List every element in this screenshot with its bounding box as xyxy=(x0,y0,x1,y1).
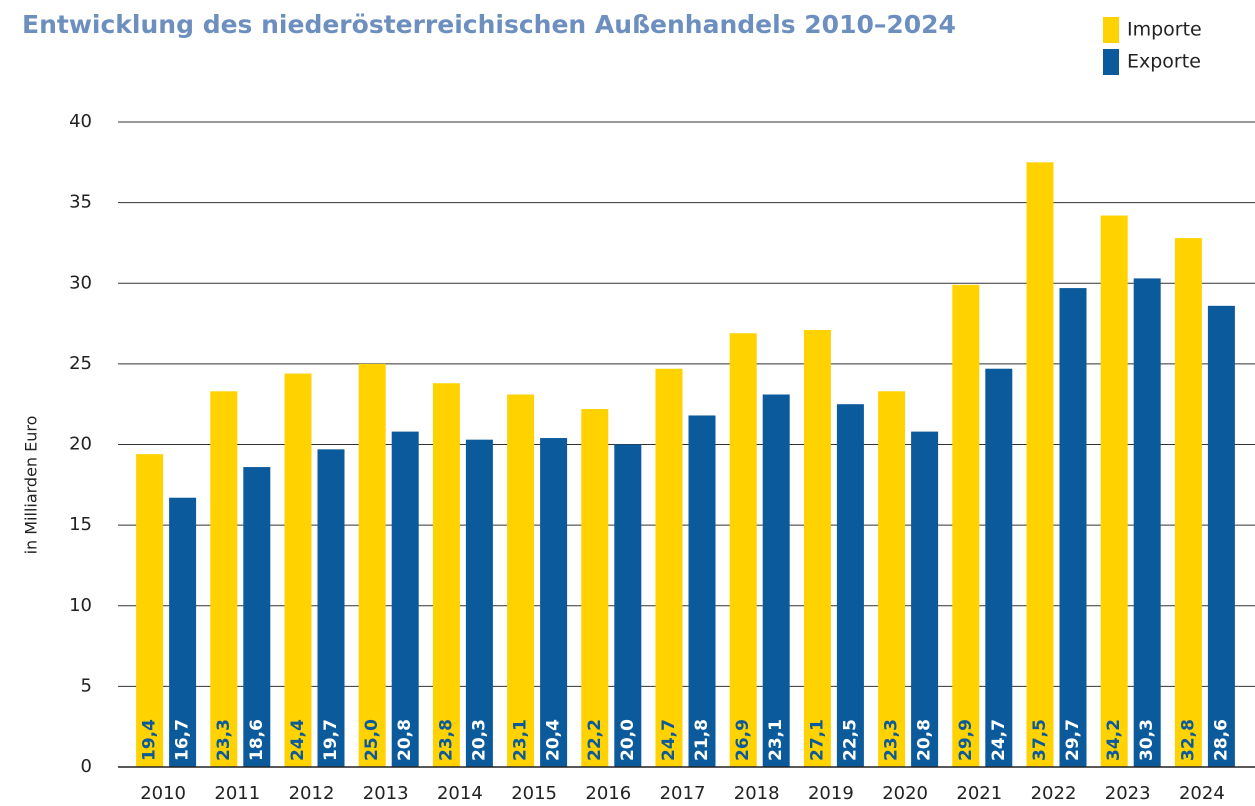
x-tick-label: 2020 xyxy=(882,783,928,804)
value-label: 20,8 xyxy=(915,719,935,761)
bar xyxy=(581,409,609,767)
bar xyxy=(614,444,642,767)
value-label: 23,3 xyxy=(882,719,902,761)
y-tick-label: 10 xyxy=(69,595,92,616)
legend-label: Exporte xyxy=(1127,51,1201,73)
x-tick-label: 2016 xyxy=(585,783,631,804)
bar xyxy=(358,363,386,767)
value-label: 21,8 xyxy=(692,719,712,761)
y-tick-label: 5 xyxy=(81,675,92,696)
value-label: 16,7 xyxy=(173,719,193,761)
y-tick-label: 0 xyxy=(81,756,92,777)
value-label: 23,8 xyxy=(436,719,456,761)
y-tick-label: 35 xyxy=(69,192,92,213)
bar xyxy=(540,438,568,767)
bar xyxy=(911,431,939,767)
value-label: 32,8 xyxy=(1178,719,1198,761)
x-tick-label: 2012 xyxy=(289,783,335,804)
bar xyxy=(136,454,164,767)
bar xyxy=(1100,215,1128,767)
bar xyxy=(836,404,864,767)
value-label: 23,1 xyxy=(766,719,786,761)
value-label: 24,4 xyxy=(288,719,308,761)
value-label: 30,3 xyxy=(1137,719,1157,761)
value-label: 22,5 xyxy=(840,719,860,761)
x-tick-label: 2010 xyxy=(140,783,186,804)
value-label: 18,6 xyxy=(247,719,267,761)
bar xyxy=(465,439,493,767)
bar xyxy=(1026,162,1054,767)
value-label: 23,3 xyxy=(214,719,234,761)
bar xyxy=(762,394,790,767)
bar xyxy=(878,391,906,767)
bar xyxy=(317,449,345,767)
bar xyxy=(985,368,1013,767)
value-label: 29,9 xyxy=(956,719,976,761)
bar xyxy=(284,373,312,767)
value-label: 25,0 xyxy=(362,719,382,761)
value-label: 20,0 xyxy=(618,719,638,761)
bar xyxy=(655,368,683,767)
chart-title: Entwicklung des niederösterreichischen A… xyxy=(22,10,956,39)
value-label: 20,8 xyxy=(395,719,415,761)
bar xyxy=(803,330,831,767)
bar xyxy=(391,431,419,767)
value-label: 28,6 xyxy=(1211,719,1231,761)
x-tick-label: 2017 xyxy=(660,783,706,804)
y-tick-label: 20 xyxy=(69,434,92,455)
value-label: 19,7 xyxy=(321,719,341,761)
y-tick-label: 40 xyxy=(69,111,92,132)
value-label: 27,1 xyxy=(807,719,827,761)
value-label: 22,2 xyxy=(585,719,605,761)
x-tick-label: 2023 xyxy=(1105,783,1151,804)
value-label: 19,4 xyxy=(140,719,160,761)
value-label: 24,7 xyxy=(659,719,679,761)
x-tick-label: 2024 xyxy=(1179,783,1225,804)
bar xyxy=(432,383,460,767)
bar xyxy=(210,391,238,767)
x-tick-label: 2018 xyxy=(734,783,780,804)
value-label: 34,2 xyxy=(1104,719,1124,761)
y-tick-label: 30 xyxy=(69,272,92,293)
x-tick-label: 2022 xyxy=(1031,783,1077,804)
bar xyxy=(1133,278,1161,767)
value-label: 23,1 xyxy=(511,719,531,761)
x-tick-label: 2021 xyxy=(956,783,1002,804)
y-axis-label: in Milliarden Euro xyxy=(22,416,41,555)
bar xyxy=(952,284,980,767)
x-tick-label: 2013 xyxy=(363,783,409,804)
bar xyxy=(729,333,757,767)
x-tick-label: 2015 xyxy=(511,783,557,804)
bar xyxy=(1174,238,1202,768)
bar xyxy=(169,497,197,767)
value-label: 37,5 xyxy=(1030,719,1050,761)
bar xyxy=(507,394,535,767)
legend-swatch xyxy=(1103,17,1119,43)
x-tick-label: 2011 xyxy=(214,783,260,804)
value-label: 24,7 xyxy=(989,719,1009,761)
bar xyxy=(243,467,271,767)
value-label: 20,3 xyxy=(469,719,489,761)
x-tick-label: 2014 xyxy=(437,783,483,804)
legend-swatch xyxy=(1103,49,1119,75)
legend-label: Importe xyxy=(1127,19,1202,41)
bar xyxy=(1207,305,1235,767)
value-label: 20,4 xyxy=(544,719,564,761)
bar xyxy=(1059,288,1087,767)
y-tick-label: 25 xyxy=(69,353,92,374)
bar xyxy=(688,415,716,767)
value-label: 29,7 xyxy=(1063,719,1083,761)
x-tick-label: 2019 xyxy=(808,783,854,804)
value-label: 26,9 xyxy=(733,719,753,761)
y-tick-label: 15 xyxy=(69,514,92,535)
